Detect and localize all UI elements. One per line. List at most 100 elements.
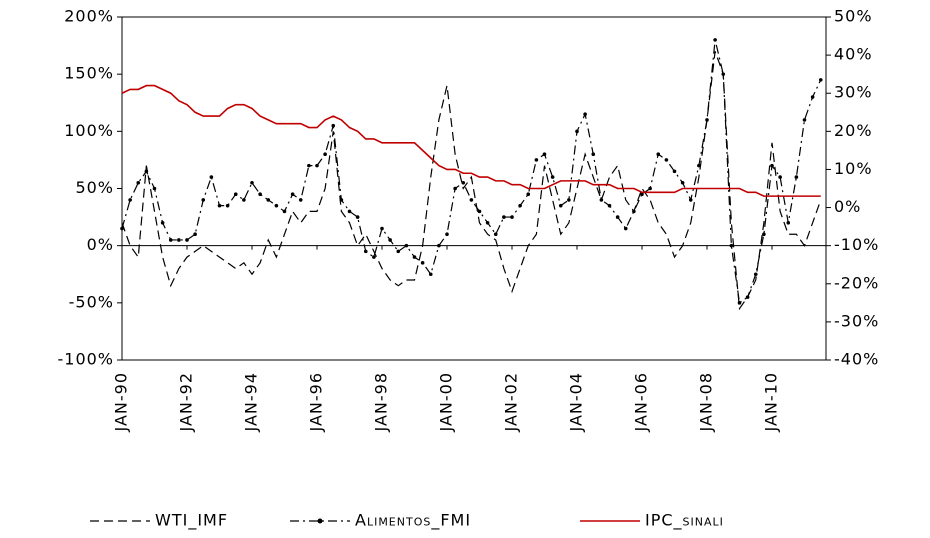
series-line (121, 39, 822, 304)
marker (607, 203, 612, 208)
marker (128, 198, 132, 202)
marker (477, 209, 482, 214)
x-tick-label: JAN-90 (112, 372, 131, 432)
marker (567, 198, 571, 202)
series-line (121, 84, 821, 197)
marker (632, 209, 636, 214)
marker (469, 198, 474, 202)
marker (152, 186, 157, 191)
marker (347, 209, 352, 214)
y-tick-label: -50% (69, 292, 114, 311)
marker (623, 226, 628, 231)
marker (762, 232, 766, 237)
marker (120, 226, 124, 231)
marker (461, 180, 466, 185)
marker (502, 215, 506, 219)
x-tick-label: JAN-92 (177, 372, 196, 432)
marker (355, 215, 360, 219)
marker (396, 249, 401, 254)
marker (217, 203, 222, 208)
marker (420, 261, 425, 265)
y2-tick-label: 10% (834, 159, 873, 178)
marker (778, 175, 782, 179)
y-tick-label: 50% (75, 178, 114, 197)
y-tick-label: 150% (64, 64, 114, 83)
marker (591, 152, 596, 156)
x-tick-label: JAN-96 (307, 372, 326, 432)
marker (339, 198, 344, 202)
legend-label: IPC_sinali (645, 511, 724, 531)
marker (697, 163, 701, 168)
marker (209, 175, 214, 179)
marker (713, 38, 717, 42)
marker (233, 192, 238, 197)
legend-label: Alimentos_FMI (355, 511, 471, 531)
marker (437, 243, 441, 248)
x-tick-label: JAN-10 (762, 372, 781, 432)
y2-tick-label: -20% (834, 273, 879, 292)
marker (664, 158, 669, 162)
marker (770, 163, 774, 168)
y2-tick-label: -10% (834, 235, 879, 254)
marker (412, 255, 417, 259)
marker (745, 295, 750, 299)
marker (672, 169, 677, 174)
marker (298, 198, 303, 202)
marker (290, 192, 295, 197)
marker (136, 180, 141, 185)
marker (688, 198, 693, 202)
marker (453, 186, 457, 191)
x-tick-label: JAN-98 (372, 372, 391, 432)
marker (818, 78, 823, 82)
y-tick-label: -100% (57, 350, 114, 369)
marker (282, 209, 287, 214)
marker (428, 272, 433, 277)
x-tick-label: JAN-06 (632, 372, 651, 432)
marker (599, 198, 604, 202)
marker (753, 272, 758, 277)
marker (307, 163, 311, 168)
marker (550, 175, 555, 179)
marker (802, 118, 807, 122)
y2-tick-label: 40% (834, 45, 873, 64)
y2-tick-label: 20% (834, 121, 873, 140)
x-tick-label: JAN-04 (567, 372, 586, 432)
marker (526, 192, 531, 197)
y-tick-label: 0% (87, 235, 114, 254)
marker (794, 175, 799, 179)
marker (575, 129, 579, 134)
marker (250, 180, 254, 185)
marker (648, 186, 652, 191)
marker (315, 163, 319, 168)
marker (493, 232, 498, 237)
x-tick-label: JAN-08 (697, 372, 716, 432)
marker (225, 203, 230, 208)
marker (160, 221, 165, 225)
marker (640, 192, 644, 197)
marker (615, 215, 620, 219)
marker (193, 232, 197, 237)
marker (185, 238, 189, 242)
marker (485, 221, 490, 225)
marker (810, 95, 815, 99)
y2-tick-label: -40% (834, 350, 879, 369)
marker (558, 203, 563, 208)
marker (266, 198, 271, 202)
marker (380, 226, 384, 231)
marker (680, 180, 685, 185)
y-tick-label: 200% (64, 7, 114, 26)
marker (331, 123, 336, 128)
y2-tick-label: 50% (834, 7, 873, 26)
marker (177, 238, 181, 242)
y2-tick-label: 30% (834, 83, 873, 102)
legend-label: WTI_IMF (155, 511, 228, 531)
marker (510, 215, 514, 219)
marker (242, 198, 246, 202)
marker (363, 249, 368, 254)
marker (786, 221, 791, 225)
marker (404, 243, 409, 248)
y-tick-label: 100% (64, 121, 114, 140)
marker (144, 169, 149, 174)
marker (721, 72, 726, 76)
